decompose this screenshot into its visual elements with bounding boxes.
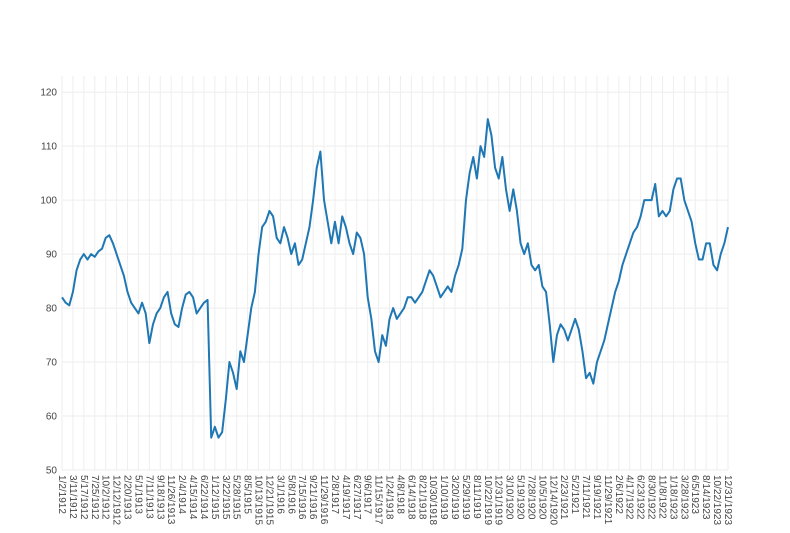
x-tick-label: 2/8/1917 <box>329 475 340 514</box>
x-tick-label: 6/22/1914 <box>198 475 209 520</box>
x-tick-label: 2/4/1914 <box>176 475 187 514</box>
x-tick-label: 2/20/1913 <box>122 475 133 520</box>
x-tick-label: 5/29/1919 <box>460 475 471 520</box>
x-tick-label: 3/28/1923 <box>678 475 689 520</box>
x-tick-label: 4/15/1914 <box>187 475 198 520</box>
x-tick-label: 8/30/1922 <box>646 475 657 520</box>
x-tick-label: 9/21/1916 <box>307 475 318 520</box>
y-tick-label: 110 <box>41 142 57 153</box>
x-tick-label: 5/17/1912 <box>78 475 89 520</box>
x-tick-label: 1/18/1923 <box>667 475 678 520</box>
x-tick-label: 1/10/1919 <box>438 475 449 520</box>
x-tick-label: 12/31/1923 <box>722 475 733 525</box>
x-tick-label: 6/5/1923 <box>689 475 700 514</box>
x-tick-label: 10/22/1923 <box>711 475 722 525</box>
x-tick-label: 3/11/1912 <box>67 475 78 519</box>
x-tick-label: 2/23/1921 <box>558 475 569 520</box>
x-tick-label: 5/19/1920 <box>515 475 526 520</box>
x-tick-label: 12/31/1919 <box>493 475 504 525</box>
y-tick-label: 70 <box>46 358 58 369</box>
x-tick-label: 10/22/1919 <box>482 475 493 525</box>
y-tick-label: 100 <box>40 196 57 207</box>
x-tick-label: 3/1/1916 <box>274 475 285 514</box>
x-tick-label: 7/11/1913 <box>143 475 154 519</box>
y-tick-label: 80 <box>46 304 58 315</box>
x-tick-label: 12/21/1915 <box>263 475 274 525</box>
x-tick-label: 6/23/1922 <box>635 475 646 520</box>
y-tick-label: 90 <box>46 250 58 261</box>
x-tick-label: 3/22/1915 <box>220 475 231 520</box>
x-tick-label: 8/14/1923 <box>700 475 711 520</box>
x-tick-label: 5/28/1915 <box>231 475 242 520</box>
x-tick-label: 9/18/1913 <box>154 475 165 520</box>
x-tick-label: 11/26/1913 <box>165 475 176 525</box>
x-tick-label: 4/17/1922 <box>624 475 635 520</box>
x-tick-label: 12/14/1920 <box>547 475 558 525</box>
x-tick-label: 1/2/1912 <box>56 475 67 514</box>
x-tick-label: 10/13/1915 <box>253 475 264 525</box>
x-tick-label: 8/21/1918 <box>416 475 427 520</box>
x-tick-label: 11/15/1917 <box>373 475 384 525</box>
x-tick-label: 7/28/1920 <box>525 475 536 520</box>
x-tick-label: 12/12/1912 <box>111 475 122 525</box>
x-tick-label: 11/29/1916 <box>318 475 329 525</box>
x-tick-label: 3/20/1919 <box>449 475 460 520</box>
x-tick-label: 5/8/1916 <box>285 475 296 514</box>
y-tick-label: 120 <box>40 88 57 99</box>
x-tick-label: 3/10/1920 <box>504 475 515 520</box>
x-tick-label: 11/29/1921 <box>602 475 613 525</box>
data-line <box>61 118 729 439</box>
x-tick-label: 9/19/1921 <box>591 475 602 520</box>
x-tick-label: 7/25/1912 <box>89 475 100 520</box>
x-tick-label: 1/12/1915 <box>209 475 220 520</box>
y-tick-label: 50 <box>46 466 58 477</box>
x-tick-label: 10/5/1920 <box>536 475 547 520</box>
x-tick-label: 4/19/1917 <box>340 475 351 520</box>
x-tick-label: 7/15/1916 <box>296 475 307 520</box>
x-tick-label: 5/1/1913 <box>132 475 143 514</box>
x-tick-label: 11/8/1922 <box>656 475 667 519</box>
x-tick-label: 9/6/1917 <box>362 475 373 514</box>
x-tick-label: 1/24/1918 <box>384 475 395 520</box>
x-tick-label: 4/8/1918 <box>394 475 405 514</box>
x-tick-label: 6/27/1917 <box>351 475 362 520</box>
x-tick-label: 2/6/1922 <box>613 475 624 514</box>
x-tick-label: 8/11/1919 <box>471 475 482 519</box>
x-tick-label: 10/2/1912 <box>100 475 111 520</box>
x-tick-label: 7/11/1921 <box>580 475 591 519</box>
x-tick-label: 5/2/1921 <box>569 475 580 514</box>
x-tick-label: 8/5/1915 <box>242 475 253 514</box>
x-tick-label: 6/14/1918 <box>405 475 416 520</box>
y-tick-label: 60 <box>46 412 58 423</box>
x-tick-label: 10/30/1918 <box>427 475 438 525</box>
